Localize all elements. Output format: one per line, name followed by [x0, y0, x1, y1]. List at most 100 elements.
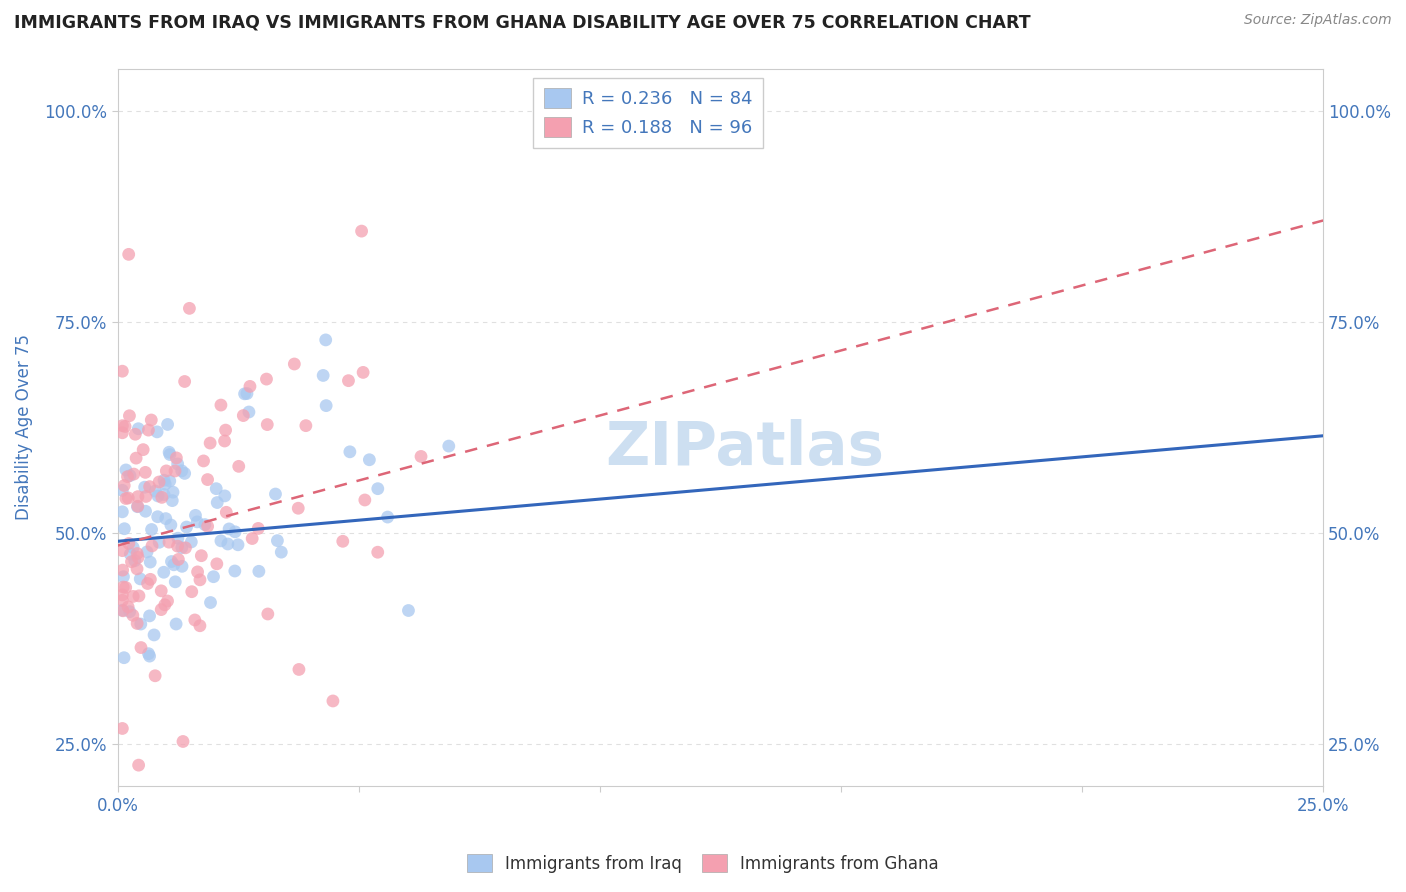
Point: [117, 599, 139, 614]
Point: [239, 379, 262, 393]
Point: [197, 519, 219, 533]
Point: [247, 521, 270, 535]
Text: IMMIGRANTS FROM IRAQ VS IMMIGRANTS FROM GHANA DISABILITY AGE OVER 75 CORRELATION: IMMIGRANTS FROM IRAQ VS IMMIGRANTS FROM …: [14, 13, 1031, 31]
Point: [224, 524, 246, 539]
Point: [155, 464, 177, 478]
Point: [163, 558, 186, 572]
Point: [256, 417, 278, 432]
Point: [226, 538, 249, 552]
Point: [236, 386, 259, 401]
Point: [127, 550, 149, 565]
Point: [202, 570, 225, 584]
Point: [136, 576, 159, 591]
Point: [112, 650, 135, 665]
Point: [173, 375, 195, 389]
Point: [128, 758, 150, 772]
Point: [437, 439, 460, 453]
Point: [129, 572, 152, 586]
Point: [141, 523, 163, 537]
Point: [166, 457, 188, 471]
Point: [165, 450, 187, 465]
Point: [124, 427, 146, 442]
Legend: R = 0.236   N = 84, R = 0.188   N = 96: R = 0.236 N = 84, R = 0.188 N = 96: [533, 78, 763, 148]
Point: [215, 505, 238, 519]
Point: [159, 448, 181, 462]
Point: [134, 466, 156, 480]
Point: [167, 531, 190, 545]
Point: [337, 374, 360, 388]
Point: [159, 474, 181, 488]
Point: [138, 608, 160, 623]
Point: [127, 616, 149, 631]
Point: [167, 552, 190, 566]
Point: [218, 522, 240, 536]
Point: [188, 573, 211, 587]
Text: Source: ZipAtlas.com: Source: ZipAtlas.com: [1244, 13, 1392, 28]
Point: [184, 613, 207, 627]
Point: [112, 478, 135, 492]
Point: [139, 572, 162, 586]
Point: [122, 590, 145, 604]
Point: [315, 399, 337, 413]
Point: [264, 487, 287, 501]
Point: [118, 605, 141, 619]
Point: [288, 663, 311, 677]
Point: [134, 480, 156, 494]
Point: [193, 454, 215, 468]
Point: [184, 508, 207, 523]
Point: [240, 532, 263, 546]
Point: [127, 547, 149, 561]
Point: [156, 417, 179, 432]
Point: [117, 469, 139, 483]
Point: [162, 485, 184, 500]
Point: [111, 603, 134, 617]
Point: [127, 490, 149, 504]
Point: [188, 619, 211, 633]
Point: [111, 418, 134, 433]
Point: [214, 434, 236, 448]
Point: [214, 423, 236, 437]
Point: [197, 473, 219, 487]
Point: [359, 452, 381, 467]
Point: [166, 539, 188, 553]
Point: [160, 555, 183, 569]
Point: [198, 436, 221, 450]
Point: [157, 445, 180, 459]
Point: [214, 489, 236, 503]
Point: [143, 669, 166, 683]
Point: [153, 477, 176, 491]
Point: [165, 617, 187, 632]
Point: [125, 451, 148, 466]
Point: [127, 500, 149, 514]
Point: [121, 555, 143, 569]
Point: [117, 491, 139, 505]
Point: [153, 487, 176, 501]
Point: [186, 515, 208, 529]
Point: [367, 482, 389, 496]
Point: [115, 491, 138, 506]
Point: [409, 450, 432, 464]
Point: [247, 564, 270, 578]
Point: [353, 493, 375, 508]
Point: [127, 422, 149, 436]
Point: [111, 505, 134, 519]
Point: [295, 418, 318, 433]
Point: [287, 501, 309, 516]
Point: [283, 357, 305, 371]
Point: [153, 598, 176, 612]
Point: [209, 398, 232, 412]
Point: [112, 522, 135, 536]
Text: ZIPatlas: ZIPatlas: [605, 419, 884, 478]
Point: [153, 473, 176, 487]
Point: [217, 537, 239, 551]
Point: [141, 413, 163, 427]
Point: [150, 491, 173, 505]
Point: [232, 409, 254, 423]
Point: [205, 482, 228, 496]
Point: [180, 535, 202, 549]
Point: [350, 224, 373, 238]
Point: [398, 603, 420, 617]
Point: [352, 365, 374, 379]
Point: [256, 372, 278, 386]
Point: [180, 584, 202, 599]
